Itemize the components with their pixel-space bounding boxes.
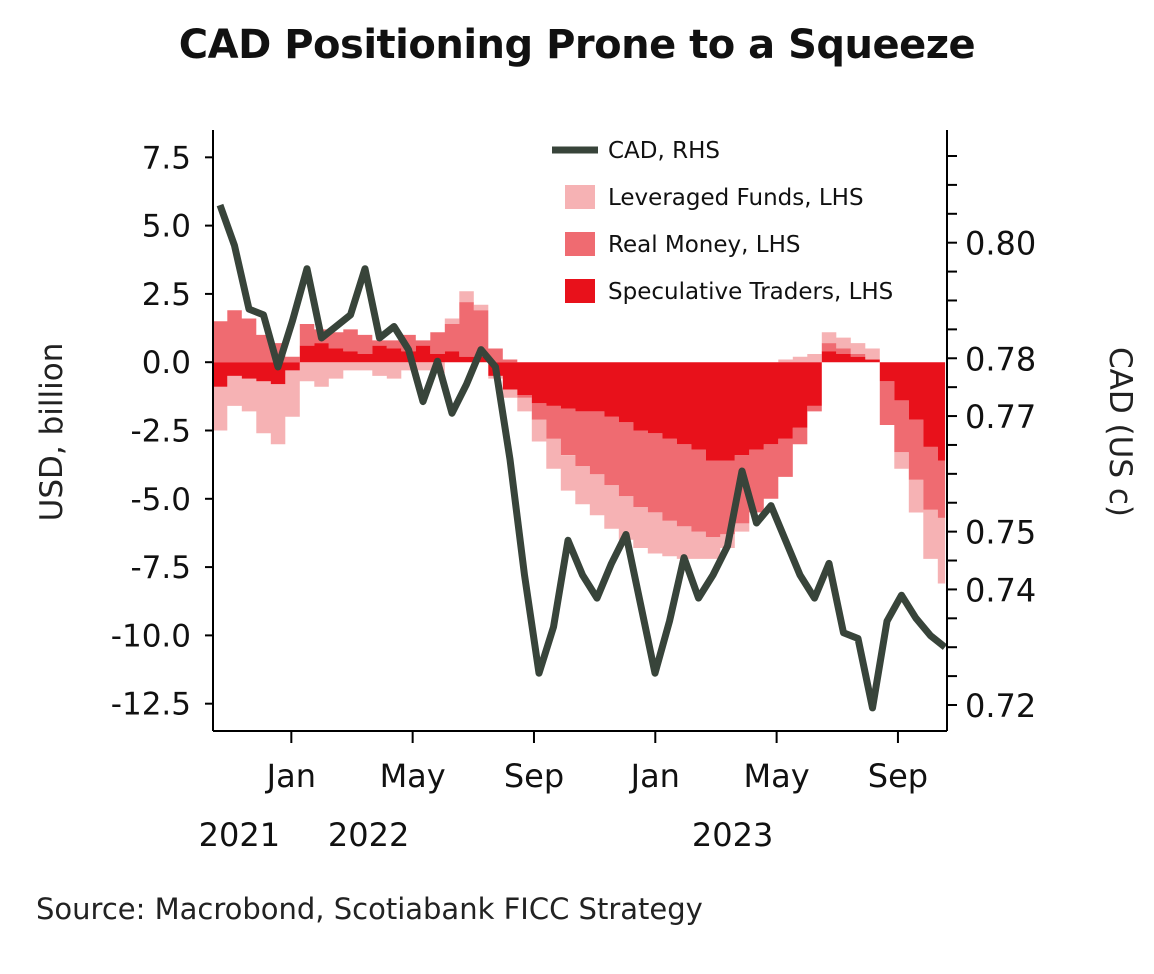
right-axis-label: CAD (US c) xyxy=(1102,347,1138,517)
legend-swatch-leveraged-funds xyxy=(565,185,595,209)
area-speculative-traders-lhs xyxy=(214,343,946,461)
legend-label: CAD, RHS xyxy=(608,138,720,164)
left-axis-label: USD, billion xyxy=(34,343,70,522)
legend-swatch-real-money xyxy=(565,232,595,256)
legend-label: Real Money, LHS xyxy=(608,232,800,258)
legend-swatch-speculative-traders xyxy=(565,279,595,303)
right-tick-label: 0.75 xyxy=(965,514,1036,552)
left-tick-label: -2.5 xyxy=(131,414,192,450)
x-tick-label: Jan xyxy=(265,757,316,795)
area-leveraged-funds-lhs xyxy=(214,291,946,584)
cad-line xyxy=(216,203,948,712)
left-tick-label: 0.0 xyxy=(142,345,191,381)
right-tick-label: 0.74 xyxy=(965,571,1036,609)
left-tick-label: 5.0 xyxy=(142,209,191,245)
chart-title: CAD Positioning Prone to a Squeeze xyxy=(178,22,976,68)
left-tick-label: -7.5 xyxy=(131,550,192,586)
legend-label: Speculative Traders, LHS xyxy=(608,279,893,305)
left-tick-label: 7.5 xyxy=(142,140,191,176)
left-tick-label: -12.5 xyxy=(111,687,191,723)
right-tick-label: 0.80 xyxy=(965,225,1036,263)
x-tick-label: Sep xyxy=(868,757,928,795)
left-tick-label: -5.0 xyxy=(131,482,192,518)
x-tick-label: May xyxy=(380,757,446,795)
right-tick-label: 0.78 xyxy=(965,340,1036,378)
x-year-label: 2021 xyxy=(199,816,280,854)
right-tick-label: 0.77 xyxy=(965,398,1036,436)
x-year-label: 2022 xyxy=(328,816,409,854)
x-tick-label: Jan xyxy=(629,757,680,795)
left-tick-label: -10.0 xyxy=(111,618,191,654)
left-tick-label: 2.5 xyxy=(142,277,191,313)
source-note: Source: Macrobond, Scotiabank FICC Strat… xyxy=(36,892,703,926)
x-tick-label: Sep xyxy=(504,757,564,795)
x-year-label: 2023 xyxy=(692,816,773,854)
x-tick-label: May xyxy=(744,757,810,795)
right-tick-label: 0.72 xyxy=(965,687,1036,725)
area-real-money-lhs xyxy=(214,302,946,537)
legend-label: Leveraged Funds, LHS xyxy=(608,185,864,211)
